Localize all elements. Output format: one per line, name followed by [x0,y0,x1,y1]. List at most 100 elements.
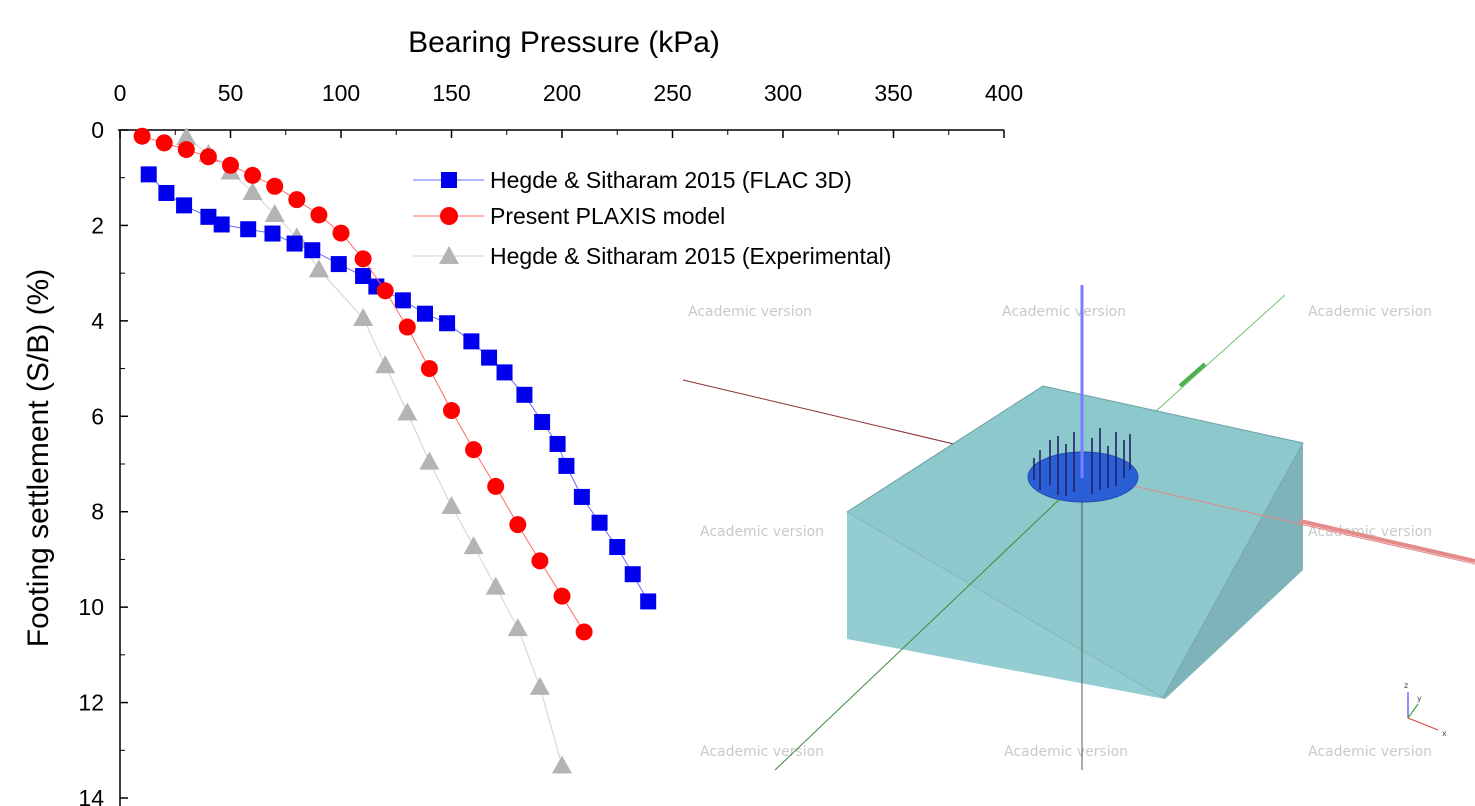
data-point-triangle [507,618,528,637]
data-point-square [573,488,590,505]
model-x-axis-arrow [1299,519,1475,563]
data-point-triangle [242,182,263,201]
data-point-circle [266,177,284,195]
triad-z-label: z [1404,681,1408,690]
data-point-square [158,184,175,201]
data-point-circle [398,318,416,336]
data-point-square [558,457,575,474]
plot-axes: Bearing Pressure (kPa) Footing settlemen… [22,26,1004,806]
model-y-axis-line [774,474,1086,771]
series-triangle [176,127,572,774]
series-square [140,166,657,610]
x-tick-label: 200 [543,80,581,106]
distributed-load-arrows [1033,428,1131,496]
data-point-square [240,221,257,238]
series-circle [133,127,593,641]
data-point-triangle [353,307,374,326]
data-point-square [640,593,657,610]
legend-label-experimental: Hegde & Sitharam 2015 (Experimental) [490,243,891,269]
data-point-circle [354,250,372,268]
data-point-circle [155,134,173,152]
data-point-square [200,208,217,225]
data-point-triangle [463,536,484,555]
triad-y-label: y [1417,694,1422,703]
soil-block-front [847,512,1165,699]
x-tick-label: 50 [218,80,244,106]
watermark-text: Academic version [1004,744,1128,760]
data-point-square [591,514,608,531]
data-point-circle [199,148,217,166]
block-edge [846,511,1164,699]
y-tick-label: 2 [91,212,104,238]
data-point-square [140,166,157,183]
data-series [133,127,657,774]
watermark-text: Academic version [1308,744,1432,760]
legend-label-flac: Hegde & Sitharam 2015 (FLAC 3D) [490,167,852,193]
legend: Hegde & Sitharam 2015 (FLAC 3D) Present … [413,167,891,269]
watermark-text: Academic version [688,304,812,320]
legend-marker-circle [440,207,458,225]
data-point-square [463,333,480,350]
data-point-square [304,242,321,259]
block-edge [1162,442,1304,699]
y-tick-label: 4 [91,308,104,334]
watermark-text: Academic version [700,744,824,760]
data-point-square [176,197,193,214]
x-tick-label: 0 [114,80,127,106]
x-tick-label: 150 [432,80,470,106]
data-point-square [355,268,372,285]
x-tick-label: 350 [874,80,912,106]
y-tick-label: 10 [78,594,104,620]
data-point-triangle [308,259,329,278]
triad-x-label: x [1442,729,1447,738]
data-point-square [416,305,433,322]
data-point-circle [487,477,505,495]
data-point-circle [244,166,262,184]
data-point-triangle [264,203,285,222]
data-point-triangle [552,755,572,774]
legend-marker-triangle [439,246,459,264]
data-point-circle [222,156,239,174]
data-point-circle [310,206,328,224]
series-line [148,174,649,602]
model-y-axis-arrow [1178,362,1207,388]
model-x-axis-line [1084,474,1475,565]
x-axis-title: Bearing Pressure (kPa) [408,26,720,59]
x-tick-label: 400 [985,80,1023,106]
data-point-square [516,386,533,403]
data-point-square [394,292,411,309]
data-point-circle [420,360,438,378]
legend-marker-square [441,172,457,188]
data-point-triangle [441,495,462,514]
data-point-square [609,539,626,556]
data-point-circle [575,623,593,641]
data-point-square [534,414,551,431]
data-point-triangle [397,402,418,421]
data-point-circle [288,191,306,209]
data-point-square [624,566,641,583]
axis-ticks: 0 50 100 150 200 250 300 350 400 0 2 4 6 8 10 12 14 [78,80,1023,806]
data-point-triangle [176,127,197,146]
data-point-square [496,364,513,381]
data-point-circle [465,441,483,459]
data-point-circle [177,141,195,159]
data-point-circle [509,516,527,534]
watermark-text: Academic version [1308,304,1432,320]
data-point-square [549,435,566,452]
data-point-triangle [419,451,440,470]
data-point-triangle [375,355,396,374]
data-point-square [286,235,303,252]
watermark-text: Academic version [1002,304,1126,320]
plaxis-3d-model-inset: Academic version Academic version Academ… [682,285,1475,771]
data-point-square [213,216,230,233]
data-point-square [264,225,281,242]
y-tick-label: 6 [91,403,104,429]
data-point-square [481,349,498,366]
data-point-triangle [529,676,550,695]
data-point-circle [531,552,549,570]
data-point-circle [443,402,460,420]
watermark-text: Academic version [700,524,824,540]
x-tick-label: 250 [653,80,691,106]
y-tick-label: 14 [78,785,104,806]
